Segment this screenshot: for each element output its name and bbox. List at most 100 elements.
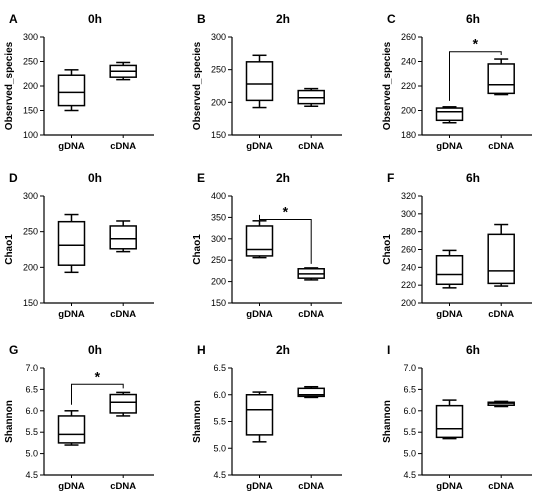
y-axis-label: Chao1 bbox=[192, 234, 203, 265]
y-tick-label: 200 bbox=[211, 97, 226, 107]
y-axis-label: Observed_species bbox=[382, 41, 393, 130]
y-tick-label: 5.5 bbox=[403, 427, 416, 437]
y-tick-label: 6.5 bbox=[403, 384, 416, 394]
x-category-label: cDNA bbox=[488, 481, 514, 492]
y-tick-label: 180 bbox=[401, 130, 416, 140]
y-tick-label: 200 bbox=[211, 277, 226, 287]
y-tick-label: 240 bbox=[401, 262, 416, 272]
x-category-label: cDNA bbox=[110, 309, 136, 320]
panel-letter: I bbox=[387, 343, 390, 357]
y-tick-label: 320 bbox=[401, 191, 416, 201]
box-gdna: gDNA bbox=[435, 399, 464, 492]
y-axis-label: Observed_species bbox=[192, 41, 203, 130]
y-tick-label: 300 bbox=[401, 209, 416, 219]
box-gdna: gDNA bbox=[57, 410, 86, 492]
y-tick-label: 100 bbox=[23, 130, 38, 140]
box-gdna: gDNA bbox=[57, 213, 86, 320]
iqr-box bbox=[57, 220, 86, 266]
y-tick-label: 200 bbox=[401, 106, 416, 116]
panel-f: F 6h 200 220 240 260 280 300 320 Chao1 gDNA cDNA bbox=[382, 171, 532, 320]
panel-letter: E bbox=[197, 171, 205, 185]
y-tick-label: 250 bbox=[23, 227, 38, 237]
box-cdna: cDNA bbox=[487, 400, 515, 492]
panel-letter: B bbox=[197, 12, 206, 26]
box-cdna: cDNA bbox=[297, 267, 325, 320]
panel-letter: G bbox=[9, 343, 18, 357]
y-tick-label: 5.5 bbox=[213, 417, 226, 427]
y-axis-label: Shannon bbox=[382, 400, 393, 443]
y-tick-label: 6.0 bbox=[25, 406, 38, 416]
y-tick-label: 4.5 bbox=[25, 470, 38, 480]
y-tick-label: 6.0 bbox=[403, 406, 416, 416]
panel-h: H 2h 4.5 5.0 5.5 6.0 6.5 Shannon gDNA cDNA bbox=[192, 343, 342, 492]
y-tick-label: 300 bbox=[211, 32, 226, 42]
iqr-box bbox=[245, 394, 274, 436]
y-tick-label: 260 bbox=[401, 32, 416, 42]
iqr-box bbox=[435, 404, 464, 439]
panel-d: D 0h 150 200 250 300 Chao1 gDNA cDNA bbox=[4, 171, 154, 320]
panel-i: I 6h 4.5 5.0 5.5 6.0 6.5 7.0 Shannon gDNA cDNA bbox=[382, 343, 532, 492]
panel-b: B 2h 150 200 250 300 Observed_species gDNA cDNA bbox=[192, 12, 342, 152]
y-tick-label: 250 bbox=[211, 65, 226, 75]
y-tick-label: 5.0 bbox=[403, 449, 416, 459]
box-cdna: cDNA bbox=[297, 385, 325, 492]
box-gdna: gDNA bbox=[435, 106, 464, 152]
box-gdna: gDNA bbox=[245, 391, 274, 492]
y-tick-label: 5.5 bbox=[25, 427, 38, 437]
y-tick-label: 5.0 bbox=[213, 443, 226, 453]
y-tick-label: 300 bbox=[23, 32, 38, 42]
significance-star: * bbox=[283, 204, 289, 220]
y-tick-label: 6.0 bbox=[213, 390, 226, 400]
y-tick-label: 150 bbox=[23, 298, 38, 308]
box-cdna: cDNA bbox=[487, 223, 515, 320]
panel-g: G 0h 4.5 5.0 5.5 6.0 6.5 7.0 Shannon gDNA cDNA * bbox=[4, 343, 154, 492]
panel-letter: F bbox=[387, 171, 394, 185]
x-category-label: cDNA bbox=[110, 141, 136, 152]
x-category-label: cDNA bbox=[298, 481, 324, 492]
x-category-label: gDNA bbox=[246, 481, 273, 492]
iqr-box bbox=[487, 233, 515, 285]
panel-title: 2h bbox=[276, 171, 290, 185]
y-tick-label: 350 bbox=[211, 212, 226, 222]
y-tick-label: 6.5 bbox=[213, 363, 226, 373]
y-tick-label: 200 bbox=[401, 298, 416, 308]
panel-title: 6h bbox=[466, 343, 480, 357]
iqr-box bbox=[435, 254, 464, 286]
iqr-box bbox=[487, 63, 515, 95]
y-axis-label: Shannon bbox=[192, 400, 203, 443]
x-category-label: gDNA bbox=[58, 141, 85, 152]
y-tick-label: 260 bbox=[401, 245, 416, 255]
panel-title: 2h bbox=[276, 12, 290, 26]
panel-letter: A bbox=[9, 12, 18, 26]
x-category-label: gDNA bbox=[58, 481, 85, 492]
iqr-box bbox=[297, 387, 325, 398]
panel-title: 0h bbox=[88, 12, 102, 26]
box-cdna: cDNA bbox=[109, 220, 137, 320]
y-tick-label: 6.5 bbox=[25, 384, 38, 394]
y-tick-label: 150 bbox=[23, 106, 38, 116]
x-category-label: gDNA bbox=[58, 309, 85, 320]
y-tick-label: 220 bbox=[401, 280, 416, 290]
panels-group: A 0h 100 150 200 250 300 Observed_species gDNA cD… bbox=[4, 12, 532, 492]
panel-c: C 6h 180 200 220 240 260 Observed_species gDNA cD… bbox=[382, 12, 532, 152]
y-tick-label: 400 bbox=[211, 191, 226, 201]
box-cdna: cDNA bbox=[487, 58, 515, 152]
box-gdna: gDNA bbox=[245, 54, 274, 152]
y-tick-label: 300 bbox=[23, 191, 38, 201]
significance-star: * bbox=[473, 36, 479, 52]
y-tick-label: 280 bbox=[401, 227, 416, 237]
y-tick-label: 220 bbox=[401, 81, 416, 91]
y-tick-label: 4.5 bbox=[213, 470, 226, 480]
y-axis-label: Observed_species bbox=[4, 41, 15, 130]
y-axis-label: Chao1 bbox=[4, 234, 15, 265]
y-tick-label: 250 bbox=[23, 57, 38, 67]
y-tick-label: 150 bbox=[211, 298, 226, 308]
y-tick-label: 300 bbox=[211, 234, 226, 244]
box-cdna: cDNA bbox=[109, 391, 137, 492]
panel-title: 6h bbox=[466, 171, 480, 185]
y-tick-label: 240 bbox=[401, 57, 416, 67]
box-cdna: cDNA bbox=[297, 87, 325, 152]
panel-letter: C bbox=[387, 12, 396, 26]
y-tick-label: 7.0 bbox=[25, 363, 38, 373]
iqr-box bbox=[109, 393, 137, 414]
